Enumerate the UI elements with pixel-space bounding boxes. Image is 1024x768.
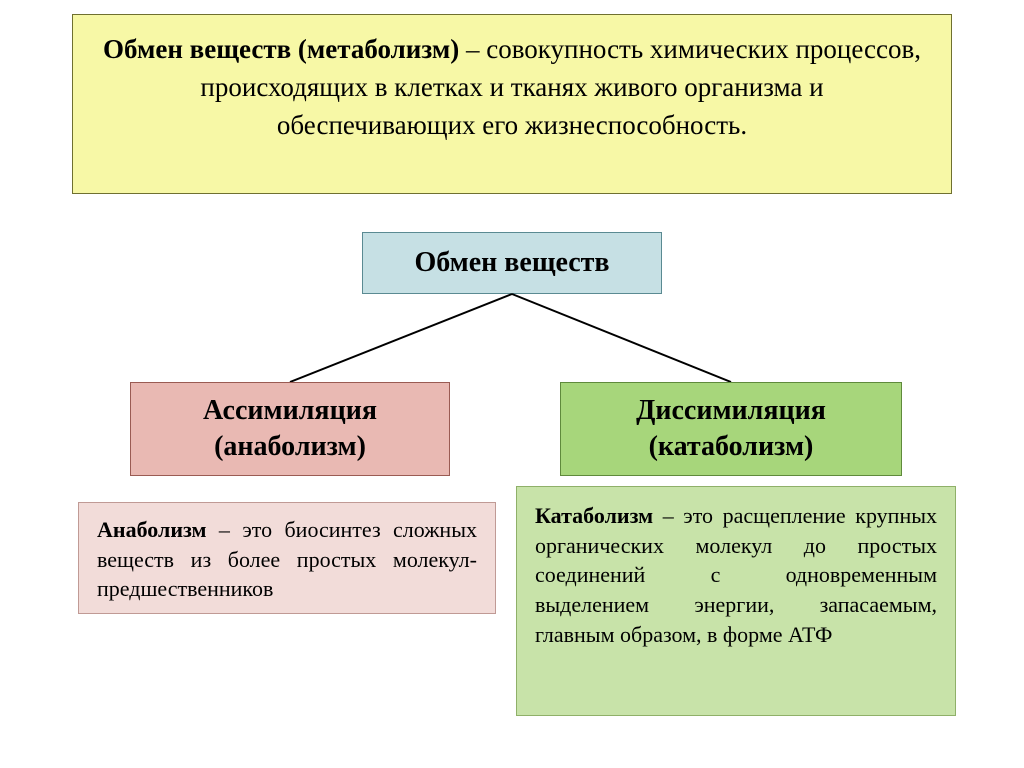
left-branch-line1: Ассимиляция [131, 393, 449, 429]
left-description-box: Анаболизм – это биосинтез сложных вещест… [78, 502, 496, 614]
right-branch-line1: Диссимиляция [561, 393, 901, 429]
right-desc-term: Катаболизм [535, 503, 653, 528]
definition-term: Обмен веществ (метаболизм) [103, 34, 459, 64]
right-description-box: Катаболизм – это расщепление крупных орг… [516, 486, 956, 716]
left-branch-node: Ассимиляция (анаболизм) [130, 382, 450, 476]
right-branch-line2: (катаболизм) [561, 429, 901, 465]
connector-right [512, 294, 731, 382]
connector-left [290, 294, 512, 382]
root-label: Обмен веществ [414, 247, 609, 278]
left-desc-term: Анаболизм [97, 517, 207, 542]
definition-box: Обмен веществ (метаболизм) – совокупност… [72, 14, 952, 194]
root-node: Обмен веществ [362, 232, 662, 294]
right-branch-node: Диссимиляция (катаболизм) [560, 382, 902, 476]
left-branch-line2: (анаболизм) [131, 429, 449, 465]
